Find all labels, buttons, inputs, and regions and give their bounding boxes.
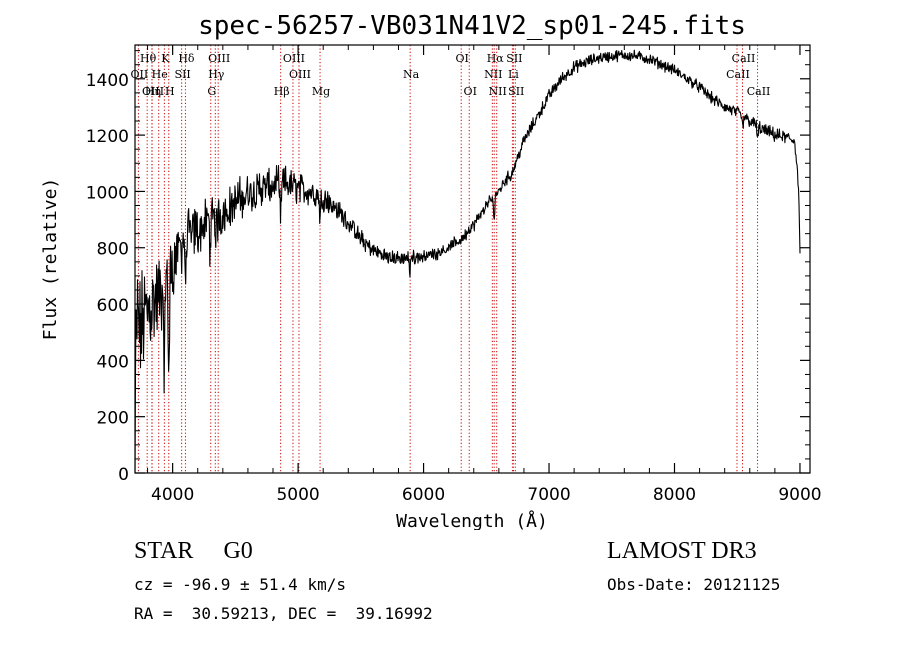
- y-tick-label: 800: [97, 240, 129, 260]
- line-label: Hγ: [208, 68, 225, 81]
- obs-date: 20121125: [703, 575, 781, 594]
- line-label: Li: [508, 68, 519, 81]
- y-tick-label: 400: [97, 352, 129, 372]
- spectrum-chart: spec-56257-VB031N41V2_sp01-245.fits Hθ K H…: [40, 11, 822, 530]
- dec-value: 39.16992: [355, 604, 433, 623]
- x-tick-label: 6000: [402, 485, 445, 505]
- ra-value: 30.59213: [191, 604, 269, 623]
- line-label: OIII: [289, 68, 311, 81]
- y-axis: 0 200 400 600 800 1000 1200 1400: [86, 50, 810, 485]
- line-label: OI: [456, 52, 469, 65]
- x-tick-label: 9000: [778, 485, 821, 505]
- line-label: OIII: [142, 85, 164, 98]
- spectrum-trace: [134, 49, 801, 474]
- dec-label: DEC =: [288, 604, 337, 623]
- object-class-row: STAR G0: [134, 538, 253, 565]
- cz-error: 51.4: [259, 575, 298, 594]
- line-label: Hδ: [178, 52, 195, 65]
- coordinates-row: RA = 30.59213, DEC = 39.16992: [134, 604, 433, 623]
- line-label: OI: [464, 85, 477, 98]
- redshift-row: cz = -96.9 ± 51.4 km/s: [134, 575, 346, 594]
- line-label: K: [161, 52, 170, 65]
- object-class: STAR: [134, 538, 194, 564]
- x-axis-label: Wavelength (Å): [396, 510, 548, 530]
- line-label: OIII: [283, 52, 305, 65]
- line-label: CaII: [726, 68, 750, 81]
- x-axis: 4000 5000 6000 7000 8000 9000: [147, 45, 822, 505]
- ra-label: RA =: [134, 604, 173, 623]
- survey-name: LAMOST DR3: [607, 538, 757, 564]
- y-tick-label: 1400: [86, 71, 129, 91]
- line-label: Mg: [312, 85, 330, 98]
- line-label: CaII: [732, 52, 756, 65]
- y-tick-label: 0: [118, 465, 129, 485]
- cz-pm: ±: [239, 575, 250, 594]
- line-label: Na: [403, 68, 420, 81]
- line-label: Hθ: [140, 52, 157, 65]
- obs-date-row: Obs-Date: 20121125: [607, 575, 780, 594]
- line-label: OIII: [208, 52, 230, 65]
- line-label: Hβ: [274, 85, 290, 98]
- line-label: SII: [508, 85, 524, 98]
- y-axis-label: Flux (relative): [40, 178, 61, 341]
- y-tick-label: 1200: [86, 127, 129, 147]
- cz-label: cz =: [134, 575, 183, 594]
- x-tick-label: 5000: [276, 485, 319, 505]
- chart-title: spec-56257-VB031N41V2_sp01-245.fits: [198, 11, 746, 41]
- y-tick-label: 200: [97, 409, 129, 429]
- line-label: He: [152, 68, 168, 81]
- obs-date-label: Obs-Date:: [607, 575, 694, 594]
- cz-value: -96.9: [182, 575, 231, 594]
- spectral-line-markers: [137, 45, 759, 473]
- x-tick-label: 4000: [151, 485, 194, 505]
- line-label: H: [165, 85, 175, 98]
- line-label: NII: [489, 85, 507, 98]
- line-label: NII: [484, 68, 502, 81]
- cz-unit: km/s: [307, 575, 346, 594]
- subclass: G0: [223, 538, 253, 564]
- line-label: SII: [175, 68, 191, 81]
- line-label: SII: [506, 52, 522, 65]
- line-label: Hη: [145, 85, 161, 98]
- y-tick-label: 600: [97, 296, 129, 316]
- plot-frame: [134, 44, 811, 474]
- info-panel: STAR G0 LAMOST DR3 cz = -96.9 ± 51.4 km/s…: [0, 530, 900, 649]
- x-tick-label: 7000: [527, 485, 570, 505]
- x-tick-label: 8000: [653, 485, 696, 505]
- line-label: G: [207, 85, 216, 98]
- y-tick-label: 1000: [86, 183, 129, 203]
- line-label: CaII: [747, 85, 771, 98]
- line-label: Hα: [487, 52, 505, 65]
